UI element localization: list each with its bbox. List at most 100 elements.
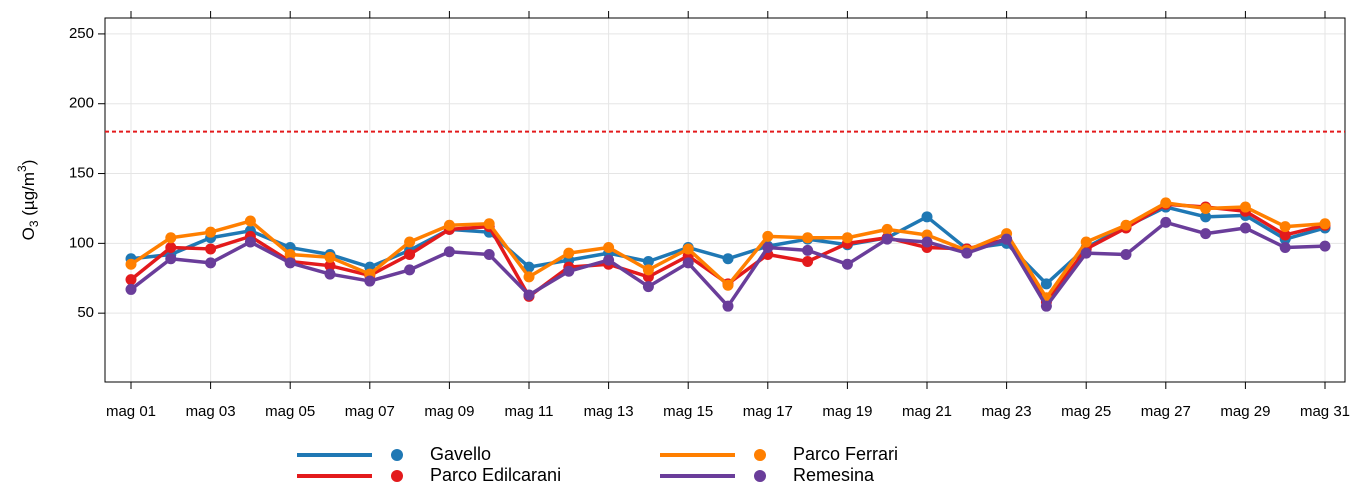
point bbox=[1120, 249, 1132, 261]
point bbox=[244, 236, 256, 248]
point bbox=[483, 218, 495, 230]
point bbox=[443, 246, 455, 258]
point bbox=[1160, 197, 1172, 209]
point bbox=[483, 249, 495, 261]
point bbox=[1319, 240, 1331, 252]
point bbox=[563, 265, 575, 277]
point bbox=[682, 257, 694, 269]
legend-label: Gavello bbox=[430, 444, 491, 464]
point bbox=[841, 232, 853, 244]
point bbox=[1001, 233, 1013, 245]
point bbox=[961, 247, 973, 259]
legend-label: Remesina bbox=[793, 465, 875, 485]
point bbox=[205, 257, 217, 269]
point bbox=[205, 243, 217, 255]
point bbox=[642, 264, 654, 276]
point bbox=[165, 253, 177, 265]
point bbox=[603, 254, 615, 266]
x-tick-label: mag 01 bbox=[106, 403, 156, 420]
x-tick-label: mag 07 bbox=[345, 403, 395, 420]
y-label-sup: 3 bbox=[15, 165, 29, 172]
legend-label: Parco Ferrari bbox=[793, 444, 898, 464]
point bbox=[404, 249, 416, 261]
x-tick-label: mag 03 bbox=[186, 403, 236, 420]
point bbox=[603, 242, 615, 254]
x-tick-label: mag 23 bbox=[982, 403, 1032, 420]
point bbox=[722, 300, 734, 312]
point bbox=[324, 260, 336, 272]
point bbox=[523, 289, 535, 301]
point bbox=[244, 215, 256, 227]
point bbox=[165, 232, 177, 244]
point bbox=[1160, 216, 1172, 228]
point bbox=[443, 219, 455, 231]
point bbox=[284, 249, 296, 261]
point bbox=[1200, 202, 1212, 214]
point bbox=[1120, 219, 1132, 231]
point bbox=[324, 251, 336, 263]
y-tick-label: 100 bbox=[69, 234, 94, 251]
y-tick-label: 250 bbox=[69, 25, 94, 42]
y-tick-label: 150 bbox=[69, 165, 94, 182]
y-label-part: O bbox=[19, 227, 38, 240]
point bbox=[404, 264, 416, 276]
legend-item: Parco Edilcarani bbox=[297, 465, 561, 485]
point bbox=[205, 226, 217, 238]
point bbox=[921, 211, 933, 223]
point bbox=[1279, 242, 1291, 254]
point bbox=[1319, 218, 1331, 230]
point bbox=[802, 232, 814, 244]
x-tick-label: mag 11 bbox=[505, 403, 554, 420]
point bbox=[364, 275, 376, 287]
point bbox=[1239, 222, 1251, 234]
point bbox=[1279, 229, 1291, 241]
point bbox=[523, 271, 535, 283]
point bbox=[1200, 228, 1212, 240]
point bbox=[802, 244, 814, 256]
point bbox=[1200, 211, 1212, 223]
x-tick-label: mag 21 bbox=[902, 403, 952, 420]
y-label-part: (µg/m bbox=[19, 172, 38, 221]
point bbox=[642, 256, 654, 268]
point bbox=[1080, 236, 1092, 248]
legend-item: Parco Ferrari bbox=[660, 444, 898, 464]
legend-item: Gavello bbox=[297, 444, 491, 464]
legend-dot bbox=[391, 470, 403, 482]
point bbox=[1040, 300, 1052, 312]
y-label-part: ) bbox=[19, 160, 38, 166]
x-tick-label: mag 13 bbox=[584, 403, 634, 420]
x-tick-label: mag 25 bbox=[1061, 403, 1111, 420]
x-tick-label: mag 29 bbox=[1220, 403, 1270, 420]
plot-frame bbox=[104, 17, 1346, 383]
point bbox=[881, 233, 893, 245]
point bbox=[1239, 201, 1251, 213]
point bbox=[722, 253, 734, 265]
point bbox=[1279, 221, 1291, 233]
legend-dot bbox=[754, 449, 766, 461]
point bbox=[125, 258, 137, 270]
legend-dot bbox=[754, 470, 766, 482]
series-line bbox=[130, 205, 1326, 286]
legend-item: Remesina bbox=[660, 465, 875, 485]
point bbox=[1040, 278, 1052, 290]
y-label-sub: 3 bbox=[27, 220, 41, 227]
x-tick-label: mag 05 bbox=[265, 403, 315, 420]
legend-label: Parco Edilcarani bbox=[430, 465, 561, 485]
y-axis-label: O3 (µg/m3) bbox=[15, 160, 41, 241]
x-tick-label: mag 09 bbox=[424, 403, 474, 420]
x-tick-label: mag 19 bbox=[822, 403, 872, 420]
point bbox=[284, 257, 296, 269]
point bbox=[324, 268, 336, 280]
x-tick-label: mag 17 bbox=[743, 403, 793, 420]
y-tick-label: 200 bbox=[69, 95, 94, 112]
point bbox=[722, 279, 734, 291]
point bbox=[1080, 247, 1092, 259]
point bbox=[841, 258, 853, 270]
point bbox=[642, 281, 654, 293]
x-tick-label: mag 27 bbox=[1141, 403, 1191, 420]
point bbox=[404, 236, 416, 248]
point bbox=[563, 247, 575, 259]
point bbox=[682, 243, 694, 255]
point bbox=[802, 256, 814, 268]
